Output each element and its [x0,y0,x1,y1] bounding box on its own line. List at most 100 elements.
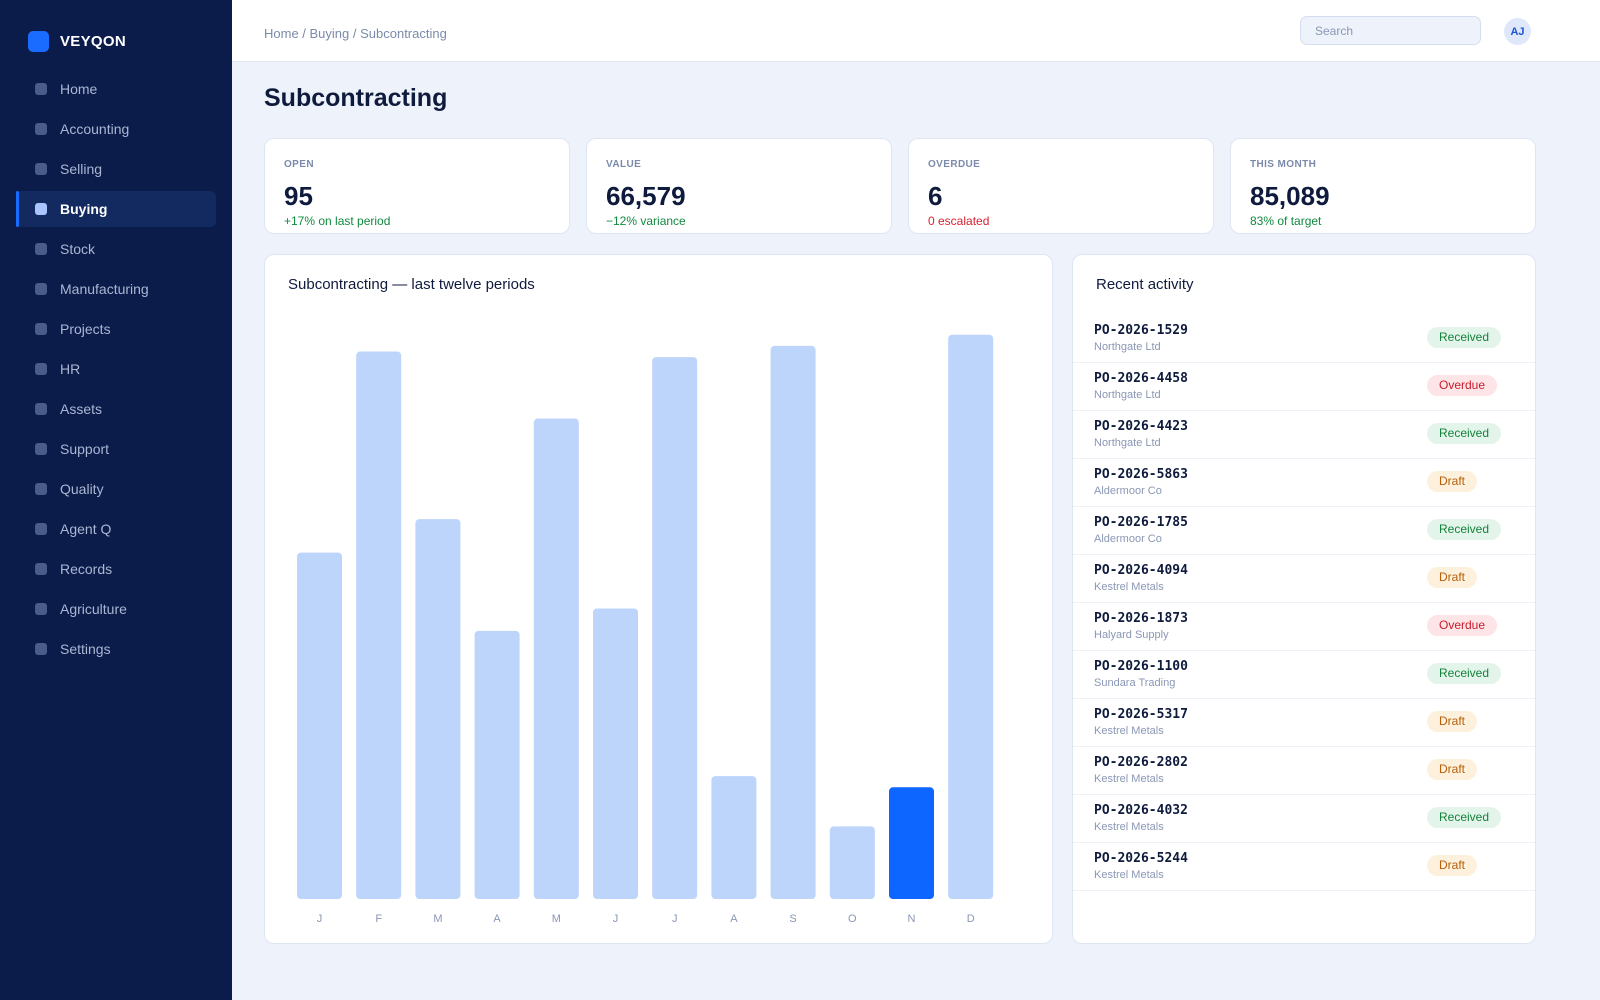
sidebar-item-manufacturing[interactable]: Manufacturing [16,271,216,307]
po-number: PO-2026-2802 [1094,755,1188,770]
square-icon [35,403,47,415]
x-tick-label: M [433,913,442,925]
po-vendor: Northgate Ltd [1094,437,1161,449]
sidebar-item-selling[interactable]: Selling [16,151,216,187]
brand-logo-icon [28,31,49,52]
sidebar-item-assets[interactable]: Assets [16,391,216,427]
breadcrumb[interactable]: Home / Buying / Subcontracting [264,26,447,41]
recent-activity-card: Recent activity PO-2026-1529 Northgate Lt… [1072,254,1536,944]
x-tick-label: M [552,913,561,925]
po-vendor: Kestrel Metals [1094,773,1164,785]
square-icon [35,643,47,655]
status-badge: Draft [1427,855,1478,876]
sidebar-item-settings[interactable]: Settings [16,631,216,667]
brand[interactable]: VEYQON [28,31,126,52]
sidebar-item-label: Assets [60,401,103,417]
chart-bar[interactable] [711,776,757,899]
x-tick-label: J [672,913,678,925]
status-badge: Draft [1427,471,1478,492]
po-vendor: Kestrel Metals [1094,725,1164,737]
status-badge: Overdue [1427,615,1498,636]
sidebar-item-stock[interactable]: Stock [16,231,216,267]
sidebar-item-home[interactable]: Home [16,71,216,107]
page-title: Subcontracting [264,84,448,112]
activity-row[interactable]: PO-2026-4458 Northgate Ltd Overdue [1073,363,1535,411]
po-vendor: Aldermoor Co [1094,485,1162,497]
activity-row[interactable]: PO-2026-4423 Northgate Ltd Received [1073,411,1535,459]
kpi-label: VALUE [606,159,642,170]
po-vendor: Aldermoor Co [1094,533,1162,545]
chart-bar[interactable] [889,787,934,899]
sidebar-item-support[interactable]: Support [16,431,216,467]
sidebar-item-projects[interactable]: Projects [16,311,216,347]
kpi-delta: 83% of target [1250,214,1322,228]
activity-row[interactable]: PO-2026-5317 Kestrel Metals Draft [1073,699,1535,747]
chart-bar[interactable] [770,345,816,899]
sidebar-item-accounting[interactable]: Accounting [16,111,216,147]
chart-bar[interactable] [297,552,342,899]
search-input[interactable] [1300,16,1481,45]
chart-bar[interactable] [533,418,579,899]
sidebar-item-agriculture[interactable]: Agriculture [16,591,216,627]
activity-row[interactable]: PO-2026-1873 Halyard Supply Overdue [1073,603,1535,651]
activity-row[interactable]: PO-2026-4032 Kestrel Metals Received [1073,795,1535,843]
square-icon [35,203,47,215]
square-icon [35,123,47,135]
sidebar-nav: Home Accounting Selling Buying Stock Manufact… [16,71,216,671]
status-badge: Received [1427,807,1502,828]
po-vendor: Kestrel Metals [1094,821,1164,833]
kpi-label: OPEN [284,159,314,170]
x-tick-label: A [730,913,738,925]
status-badge: Overdue [1427,375,1498,396]
activity-row[interactable]: PO-2026-5244 Kestrel Metals Draft [1073,843,1535,891]
po-number: PO-2026-4032 [1094,803,1188,818]
kpi-card-value: VALUE 66,579 −12% variance [586,138,892,234]
sidebar-item-label: Manufacturing [60,281,149,297]
sidebar-item-records[interactable]: Records [16,551,216,587]
x-tick-label: O [848,913,857,925]
po-vendor: Halyard Supply [1094,629,1169,641]
chart-bar[interactable] [652,357,698,899]
activity-title: Recent activity [1096,276,1194,293]
po-number: PO-2026-1529 [1094,323,1188,338]
status-badge: Received [1427,519,1502,540]
po-number: PO-2026-1873 [1094,611,1188,626]
kpi-delta: +17% on last period [284,214,391,228]
sidebar-item-label: HR [60,361,81,377]
activity-row[interactable]: PO-2026-2802 Kestrel Metals Draft [1073,747,1535,795]
avatar[interactable]: AJ [1504,18,1531,45]
chart-bar[interactable] [474,630,520,899]
kpi-value: 85,089 [1250,181,1330,211]
sidebar-item-buying[interactable]: Buying [16,191,216,227]
sidebar: VEYQON Home Accounting Selling Buying Stock M… [0,0,232,1000]
po-vendor: Northgate Ltd [1094,389,1161,401]
sidebar-item-label: Records [60,561,113,577]
status-badge: Draft [1427,759,1478,780]
po-vendor: Kestrel Metals [1094,581,1164,593]
chart-bar[interactable] [829,826,875,899]
activity-row[interactable]: PO-2026-1100 Sundara Trading Received [1073,651,1535,699]
status-badge: Received [1427,663,1502,684]
po-vendor: Kestrel Metals [1094,869,1164,881]
po-number: PO-2026-5244 [1094,851,1188,866]
chart-bar[interactable] [356,351,402,899]
sidebar-item-hr[interactable]: HR [16,351,216,387]
chart-bar[interactable] [948,334,994,899]
x-tick-label: N [908,913,916,925]
square-icon [35,83,47,95]
square-icon [35,523,47,535]
sidebar-item-agent-q[interactable]: Agent Q [16,511,216,547]
activity-row[interactable]: PO-2026-1529 Northgate Ltd Received [1073,315,1535,363]
activity-row[interactable]: PO-2026-5863 Aldermoor Co Draft [1073,459,1535,507]
square-icon [35,603,47,615]
sidebar-item-quality[interactable]: Quality [16,471,216,507]
chart-bar[interactable] [593,608,638,900]
status-badge: Received [1427,423,1502,444]
activity-row[interactable]: PO-2026-1785 Aldermoor Co Received [1073,507,1535,555]
chart-bar[interactable] [415,519,461,899]
po-vendor: Northgate Ltd [1094,341,1161,353]
activity-row[interactable]: PO-2026-4094 Kestrel Metals Draft [1073,555,1535,603]
activity-list: PO-2026-1529 Northgate Ltd Received PO-2026… [1073,315,1535,891]
x-tick-label: J [613,913,619,925]
sidebar-item-label: Stock [60,241,96,257]
